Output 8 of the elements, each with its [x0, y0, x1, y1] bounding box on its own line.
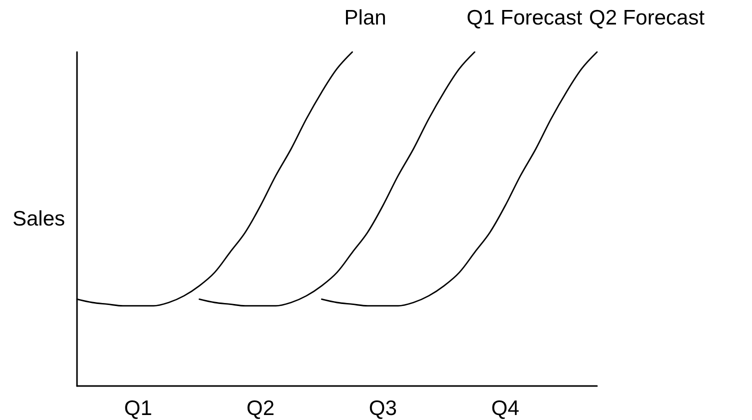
y-axis-title: Sales — [12, 208, 65, 230]
series-label: Plan — [344, 6, 386, 30]
x-tick-label: Q2 — [246, 397, 275, 420]
series-label: Q1 Forecast — [466, 6, 582, 30]
x-tick-label: Q4 — [491, 397, 520, 420]
series-label: Q2 Forecast — [589, 6, 705, 30]
x-tick-label: Q1 — [124, 397, 152, 420]
x-tick-label: Q3 — [368, 397, 397, 420]
